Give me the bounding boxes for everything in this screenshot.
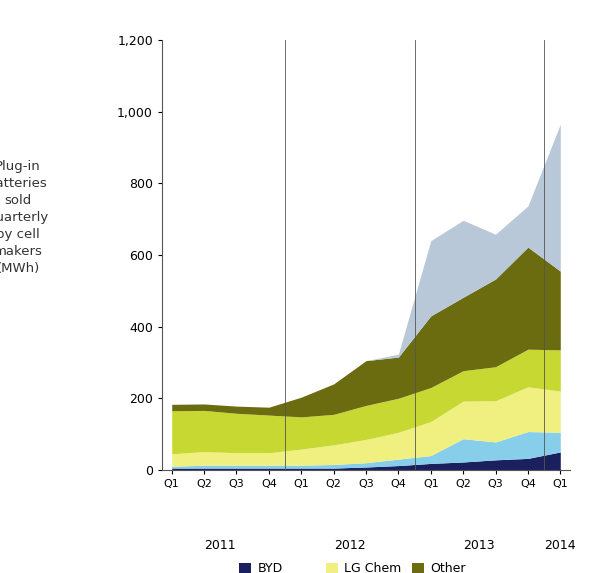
Text: 2012: 2012 — [334, 539, 365, 552]
Text: 2014: 2014 — [544, 539, 576, 552]
Legend: BYD, GS Yuasa, LG Chem, NEC, Other, Panasonic: BYD, GS Yuasa, LG Chem, NEC, Other, Pana… — [239, 562, 493, 573]
Text: 2011: 2011 — [205, 539, 236, 552]
Text: Plug-in
batteries
sold
quarterly
by cell
makers
(MWh): Plug-in batteries sold quarterly by cell… — [0, 160, 49, 275]
Text: 2013: 2013 — [464, 539, 495, 552]
